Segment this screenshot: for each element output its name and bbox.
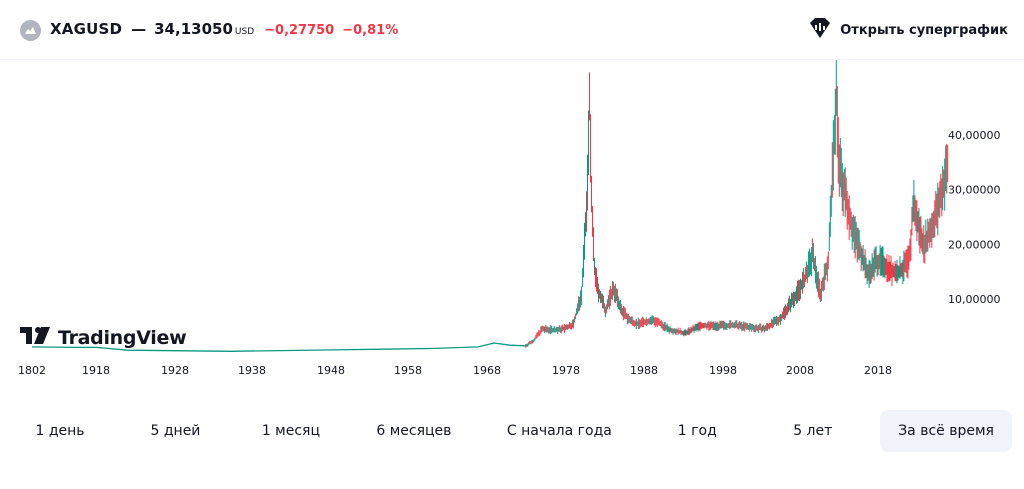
- tradingview-logo-text: TradingView: [58, 327, 187, 349]
- range-1-day-button[interactable]: 1 день: [35, 423, 85, 439]
- x-tick-label: 1802: [18, 364, 46, 377]
- chart-canvas[interactable]: 10,00000 20,00000 30,00000 40,00000 1802 1918…: [0, 60, 1024, 390]
- tradingview-logo-icon: [20, 326, 52, 350]
- x-tick-label: 2008: [786, 364, 814, 377]
- y-tick-label: 40,00000: [948, 129, 1001, 142]
- y-tick-label: 10,00000: [948, 293, 1001, 306]
- price-chart[interactable]: 10,00000 20,00000 30,00000 40,00000 1802 1918…: [0, 60, 1024, 390]
- x-tick-label: 1958: [394, 364, 422, 377]
- range-all-time-button[interactable]: За всё время: [880, 410, 1012, 452]
- range-1-month-button[interactable]: 1 месяц: [261, 423, 320, 439]
- currency-label: USD: [234, 27, 255, 37]
- y-tick-label: 20,00000: [948, 238, 1001, 251]
- price-line-history: [31, 342, 526, 352]
- separator: —: [131, 20, 147, 38]
- quote-header: XAGUSD — 34,13050 USD −0,27750 −0,81% От…: [0, 0, 1024, 60]
- x-tick-label: 1918: [82, 364, 110, 377]
- tradingview-logo[interactable]: TradingView: [20, 326, 187, 350]
- range-5-years-button[interactable]: 5 лет: [793, 423, 833, 439]
- range-6-months-button[interactable]: 6 месяцев: [376, 423, 452, 439]
- range-5-days-button[interactable]: 5 дней: [150, 423, 201, 439]
- price-change: −0,27750: [264, 23, 335, 38]
- last-price: 34,13050: [154, 20, 233, 38]
- x-tick-label: 1938: [238, 364, 266, 377]
- x-tick-label: 1998: [709, 364, 737, 377]
- silver-coin-icon: [20, 20, 41, 41]
- time-range-selector: 1 день 5 дней 1 месяц 6 месяцев С начала…: [12, 410, 1012, 452]
- quote-line: XAGUSD — 34,13050 USD −0,27750 −0,81%: [50, 20, 398, 41]
- range-1-year-button[interactable]: 1 год: [677, 423, 717, 439]
- supergraph-icon: [808, 17, 832, 43]
- price-change-percent: −0,81%: [342, 23, 399, 38]
- x-tick-label: 1968: [473, 364, 501, 377]
- y-tick-label: 30,00000: [948, 184, 1001, 197]
- symbol-name[interactable]: XAGUSD: [50, 20, 123, 38]
- x-tick-label: 1988: [630, 364, 658, 377]
- open-supergraph-button[interactable]: Открыть суперграфик: [808, 18, 1008, 42]
- x-tick-label: 1928: [161, 364, 189, 377]
- x-tick-label: 1948: [317, 364, 345, 377]
- range-ytd-button[interactable]: С начала года: [506, 423, 612, 439]
- x-tick-label: 2018: [864, 364, 892, 377]
- supergraph-label: Открыть суперграфик: [840, 22, 1008, 38]
- x-tick-label: 1978: [552, 364, 580, 377]
